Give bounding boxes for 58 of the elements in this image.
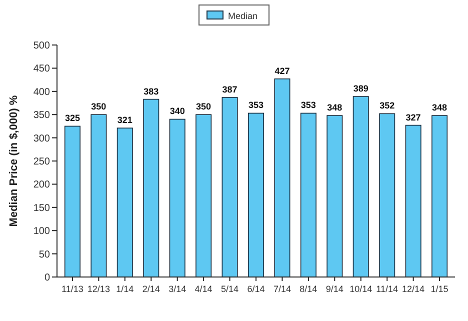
legend-label: Median — [228, 11, 258, 21]
data-label: 427 — [274, 66, 290, 76]
y-tick-label: 0 — [44, 272, 50, 284]
y-axis-title: Median Price (in $,000) % — [8, 95, 20, 227]
bar — [405, 124, 422, 278]
y-tick-label: 350 — [33, 110, 50, 122]
x-tick-label: 6/14 — [247, 284, 265, 294]
bar — [116, 128, 133, 278]
y-tick-label: 450 — [33, 64, 50, 75]
data-label: 353 — [300, 100, 316, 110]
y-tick-label: 400 — [33, 86, 50, 98]
y-tick-label: 50 — [38, 249, 50, 260]
x-tick-label: 5/14 — [221, 284, 239, 294]
bar — [248, 112, 264, 278]
x-tick-label: 4/14 — [194, 284, 212, 294]
bar — [90, 114, 107, 278]
bar — [64, 126, 80, 278]
bar — [169, 118, 186, 278]
y-tick-label: 250 — [33, 156, 50, 168]
bar — [379, 113, 396, 278]
x-tick-label: 8/14 — [300, 284, 318, 294]
y-tick-label: 100 — [33, 226, 50, 238]
data-label: 325 — [64, 113, 80, 124]
data-label: 327 — [406, 112, 421, 122]
x-tick-label: 1/15 — [430, 284, 448, 294]
data-label: 321 — [117, 115, 132, 126]
x-tick-label: 10/14 — [350, 284, 372, 294]
data-label: 387 — [222, 84, 238, 94]
data-label: 350 — [196, 102, 212, 112]
data-label: 348 — [432, 102, 448, 113]
x-tick-label: 1/14 — [116, 284, 134, 294]
bar — [432, 115, 448, 278]
data-label: 348 — [327, 102, 342, 113]
y-tick-label: 150 — [33, 202, 50, 214]
x-tick-label: 9/14 — [326, 284, 344, 294]
data-label: 389 — [353, 84, 368, 94]
x-tick-label: 12/13 — [87, 284, 110, 294]
x-tick-label: 11/14 — [376, 284, 398, 294]
bar — [196, 114, 212, 278]
data-label: 353 — [248, 100, 264, 110]
data-label: 350 — [91, 102, 106, 112]
x-tick-label: 11/13 — [62, 284, 84, 294]
bar — [352, 96, 369, 278]
x-tick-label: 3/14 — [168, 284, 186, 294]
y-tick-label: 200 — [33, 180, 50, 191]
bar — [300, 112, 316, 278]
data-label: 383 — [144, 86, 159, 96]
data-label: 352 — [380, 100, 395, 111]
x-tick-label: 2/14 — [142, 284, 160, 294]
data-label: 340 — [170, 106, 185, 116]
y-tick-label: 300 — [33, 133, 50, 144]
bar — [326, 115, 343, 278]
x-tick-label: 12/14 — [402, 284, 425, 294]
bar — [222, 97, 238, 278]
bar — [143, 98, 160, 278]
x-tick-label: 7/14 — [273, 284, 291, 294]
y-tick-label: 500 — [33, 40, 50, 52]
bar — [274, 78, 290, 278]
